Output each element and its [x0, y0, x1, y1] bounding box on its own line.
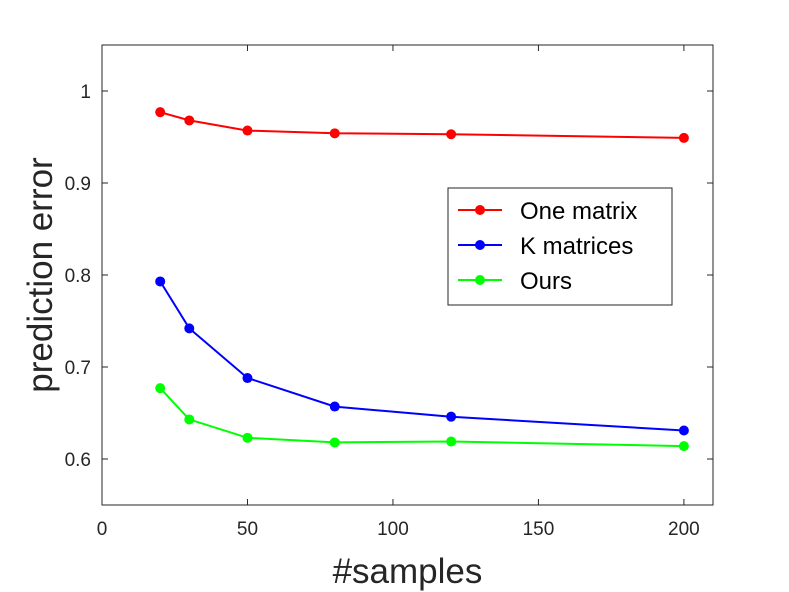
data-point-one-matrix: [184, 115, 195, 126]
data-point-ours: [446, 436, 457, 447]
y-tick-label: 0.9: [65, 174, 91, 195]
legend-box: [447, 187, 673, 306]
data-point-k-matrices: [184, 323, 195, 334]
data-point-k-matrices: [446, 411, 457, 422]
data-point-ours: [678, 441, 689, 452]
data-point-ours: [155, 383, 166, 394]
data-point-one-matrix: [242, 125, 253, 136]
x-tick-label: 0: [97, 519, 108, 540]
y-tick-label: 1: [80, 82, 91, 103]
y-tick-label: 0.6: [65, 450, 91, 471]
data-point-k-matrices: [329, 401, 340, 412]
data-point-one-matrix: [446, 129, 457, 140]
series-line-k-matrices: [159, 280, 684, 432]
x-axis-label: #samples: [333, 552, 483, 591]
series-line-one-matrix: [159, 111, 684, 139]
data-point-one-matrix: [678, 132, 689, 143]
y-tick-label: 0.7: [65, 358, 91, 379]
series-line-ours: [159, 387, 684, 448]
data-point-one-matrix: [329, 128, 340, 139]
data-point-k-matrices: [242, 373, 253, 384]
data-point-ours: [242, 432, 253, 443]
legend-marker-ours: [475, 275, 485, 285]
legend: One matrix K matrices Ours: [447, 187, 673, 306]
data-point-ours: [184, 414, 195, 425]
legend-label-ours: Ours: [520, 268, 572, 295]
data-point-k-matrices: [678, 425, 689, 436]
legend-label-one-matrix: One matrix: [520, 198, 637, 225]
legend-label-k-matrices: K matrices: [520, 233, 633, 260]
legend-marker-k-matrices: [475, 240, 485, 250]
x-tick-label: 150: [523, 519, 555, 540]
data-point-k-matrices: [155, 276, 166, 287]
series-layer: [155, 107, 689, 452]
y-tick-label: 0.8: [65, 266, 91, 287]
x-tick-label: 50: [237, 519, 258, 540]
data-point-ours: [329, 437, 340, 448]
x-tick-label: 100: [377, 519, 409, 540]
ticks-layer: 0 50 100 150 200 0.6 0.7 0.8 0.9 1: [65, 45, 713, 540]
legend-marker-one-matrix: [475, 205, 485, 215]
y-axis-label: prediction error: [21, 157, 60, 393]
x-tick-label: 200: [668, 519, 700, 540]
data-point-one-matrix: [155, 107, 166, 118]
